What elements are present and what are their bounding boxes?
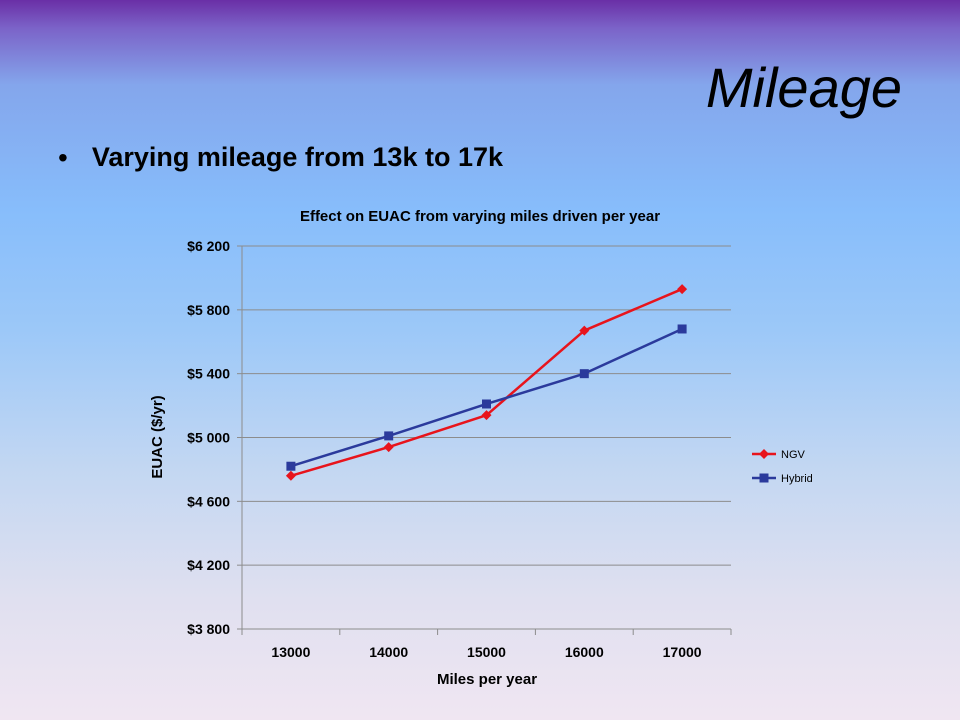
legend: NGV Hybrid xyxy=(752,449,813,485)
bullet-dot-icon: • xyxy=(58,141,68,173)
y-tick-label: $4 600 xyxy=(187,493,230,509)
y-axis-title: EUAC ($/yr) xyxy=(149,395,166,478)
y-tick-label: $5 000 xyxy=(187,430,230,446)
x-tick-label: 17000 xyxy=(663,644,702,660)
legend-marker-ngv xyxy=(759,449,769,459)
y-axis: $3 800 $4 200 $4 600 $5 000 $5 400 $5 800 $6 2… xyxy=(187,238,243,637)
data-point-hybrid xyxy=(384,431,394,441)
slide-title: Mileage xyxy=(705,56,902,119)
x-tick-label: 13000 xyxy=(271,644,310,660)
legend-marker-hybrid xyxy=(759,473,769,483)
x-tick-label: 16000 xyxy=(565,644,604,660)
chart-title: Effect on EUAC from varying miles driven… xyxy=(300,208,660,225)
x-axis: 13000 14000 15000 16000 17000 xyxy=(241,628,732,660)
x-axis-title: Miles per year xyxy=(437,671,537,688)
x-tick-label: 14000 xyxy=(369,644,408,660)
y-tick-label: $5 800 xyxy=(187,302,230,318)
y-tick-label: $3 800 xyxy=(187,621,230,637)
legend-label-ngv: NGV xyxy=(781,449,806,461)
bullet-item: • Varying mileage from 13k to 17k xyxy=(58,142,503,173)
data-point-ngv xyxy=(285,470,296,481)
data-point-hybrid xyxy=(482,399,491,409)
y-tick-label: $4 200 xyxy=(187,557,230,573)
y-tick-label: $6 200 xyxy=(187,238,230,254)
x-tick-label: 15000 xyxy=(467,644,506,660)
data-point-ngv xyxy=(383,442,394,453)
legend-label-hybrid: Hybrid xyxy=(781,473,813,485)
series-line-hybrid xyxy=(290,327,683,468)
data-point-hybrid xyxy=(286,461,296,471)
y-tick-label: $5 400 xyxy=(187,366,230,382)
bullet-text: Varying mileage from 13k to 17k xyxy=(91,142,503,172)
plot-series xyxy=(285,284,688,481)
data-point-ngv xyxy=(481,410,492,421)
data-point-ngv xyxy=(677,284,688,295)
data-point-hybrid xyxy=(677,324,687,334)
data-point-hybrid xyxy=(579,369,589,379)
data-point-ngv xyxy=(579,325,590,336)
gridlines xyxy=(242,245,731,566)
